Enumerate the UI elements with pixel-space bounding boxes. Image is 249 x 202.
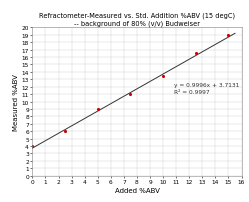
Text: y = 0.9996x + 3.7131
R² = 0.9997: y = 0.9996x + 3.7131 R² = 0.9997	[174, 83, 239, 94]
X-axis label: Added %ABV: Added %ABV	[115, 187, 159, 193]
Y-axis label: Measured %ABV: Measured %ABV	[13, 74, 19, 130]
Point	[161, 75, 165, 78]
Title: Refractometer-Measured vs. Std. Addition %ABV (15 degC)
-- background of 80% (v/: Refractometer-Measured vs. Std. Addition…	[39, 13, 235, 27]
Point	[128, 93, 132, 96]
Point	[63, 130, 67, 133]
Point	[96, 108, 100, 111]
Point	[194, 53, 198, 56]
Point	[30, 145, 34, 148]
Point	[227, 34, 231, 37]
